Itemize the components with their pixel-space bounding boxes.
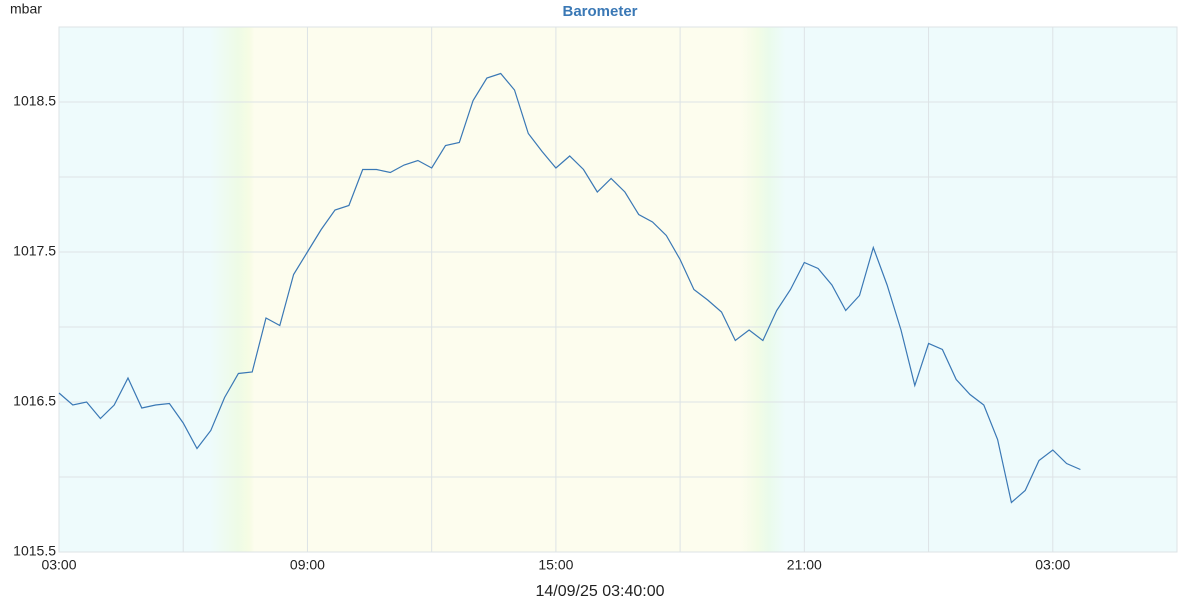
x-tick-label: 03:00 [1035, 557, 1070, 573]
x-tick-label: 21:00 [787, 557, 822, 573]
y-tick-label: 1015.5 [13, 543, 56, 559]
x-tick-label: 03:00 [41, 557, 76, 573]
plot-background [58, 26, 1178, 553]
y-tick-label: 1016.5 [13, 393, 56, 409]
y-tick-label: 1018.5 [13, 93, 56, 109]
data-line [58, 72, 1081, 504]
chart-title: Barometer [562, 3, 637, 20]
x-tick-label: 09:00 [290, 557, 325, 573]
x-tick-label: 15:00 [538, 557, 573, 573]
timestamp: 14/09/25 03:40:00 [535, 583, 664, 600]
y-axis-label: mbar [10, 1, 42, 17]
y-tick-label: 1017.5 [13, 243, 56, 259]
